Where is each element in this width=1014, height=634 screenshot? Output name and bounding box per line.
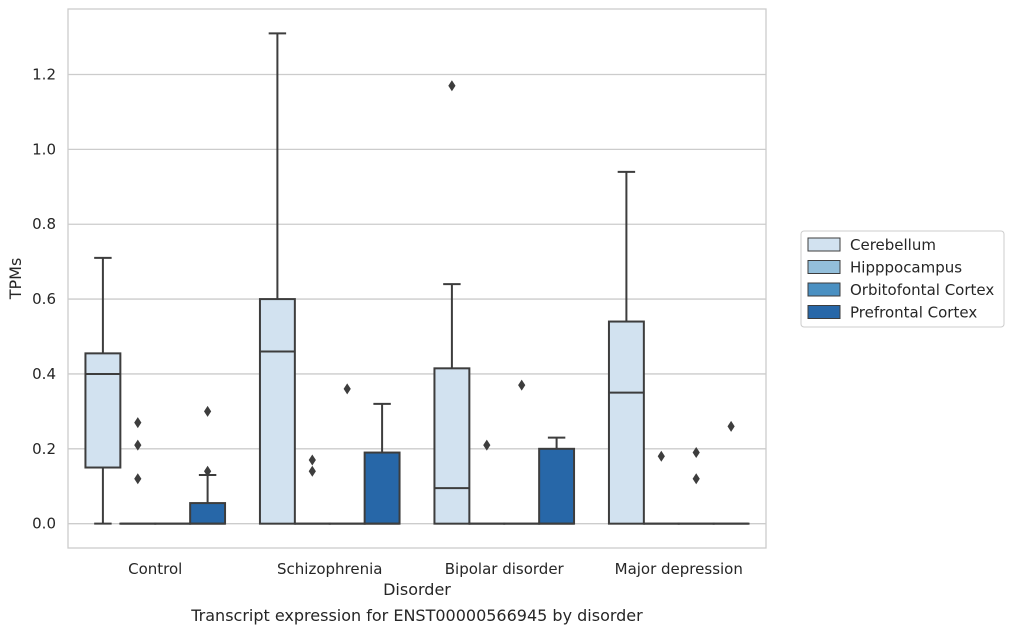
outlier-point: [308, 454, 316, 466]
outlier-point: [727, 420, 735, 432]
grid-lines: [68, 73, 766, 525]
outlier-point: [134, 473, 142, 485]
outlier-point: [448, 80, 456, 92]
outlier-point: [308, 465, 316, 477]
outlier-point: [204, 465, 212, 477]
box-body: [363, 451, 401, 525]
outlier-point: [204, 405, 212, 417]
legend-items: Cerebellum Hipppocampus Orbitofontal Corte…: [807, 236, 994, 322]
legend-swatch: [807, 305, 841, 319]
y-axis-label: TPMs: [6, 258, 25, 301]
y-tick-label: 1.0: [32, 140, 56, 158]
x-axis-label: Disorder: [383, 580, 451, 599]
legend-label: Hipppocampus: [850, 259, 962, 277]
legend-label: Cerebellum: [850, 236, 936, 254]
box-body: [607, 320, 645, 525]
y-tick-label: 0.2: [32, 440, 56, 458]
x-tick-label: Control: [128, 560, 182, 578]
y-tick-label: 1.2: [32, 66, 56, 84]
chart-caption: Transcript expression for ENST0000056694…: [191, 606, 643, 625]
legend-swatch: [807, 260, 841, 274]
legend-swatch: [807, 237, 841, 252]
series-hipppocampus: [119, 417, 680, 525]
y-tick-label: 0.6: [32, 290, 56, 308]
plot-area-frame: [67, 8, 767, 549]
outlier-point: [483, 439, 491, 451]
box-body: [84, 352, 122, 469]
y-tick-label: 0.0: [32, 515, 56, 533]
box-body: [258, 298, 296, 525]
x-tick-label: Bipolar disorder: [445, 560, 565, 578]
outlier-point: [134, 439, 142, 451]
legend-label: Orbitofontal Cortex: [850, 281, 994, 299]
x-tick-label: Major depression: [615, 560, 743, 578]
box-body: [433, 367, 471, 525]
legend-label: Prefrontal Cortex: [850, 304, 977, 322]
y-tick-label: 0.4: [32, 365, 56, 383]
outlier-point: [692, 447, 700, 459]
outlier-point: [657, 450, 665, 462]
outlier-point: [692, 473, 700, 485]
box-series: [84, 32, 750, 525]
series-prefrontal-cortex: [189, 402, 750, 525]
outlier-point: [134, 417, 142, 429]
legend-swatch: [807, 282, 841, 297]
box-body: [538, 447, 576, 525]
legend-frame: [800, 230, 1005, 328]
series-cerebellum: [84, 32, 645, 525]
x-tick-label: Schizophrenia: [277, 560, 382, 578]
y-tick-label: 0.8: [32, 215, 56, 233]
series-orbitofontal-cortex: [154, 379, 715, 525]
outlier-point: [343, 383, 351, 395]
legend: Cerebellum Hipppocampus Orbitofontal Corte…: [800, 230, 1005, 328]
box-body: [189, 502, 227, 525]
outlier-point: [518, 379, 526, 391]
x-axis-tick-labels: Control Schizophrenia Bipolar disorder Majo…: [128, 560, 743, 578]
y-axis-tick-labels: 0.0 0.2 0.4 0.6 0.8 1.0 1.2: [32, 66, 56, 533]
